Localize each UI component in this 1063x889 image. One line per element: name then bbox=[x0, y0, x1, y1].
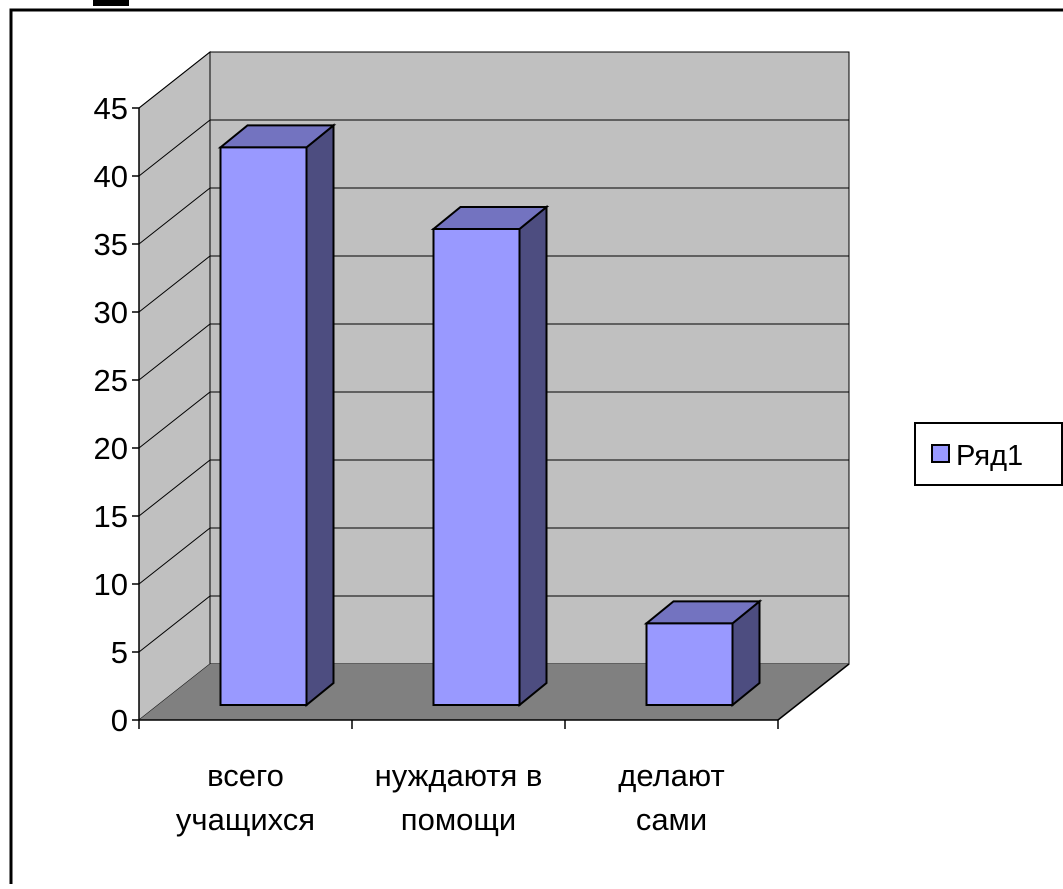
y-tick-label: 5 bbox=[111, 635, 128, 670]
y-tick-label: 10 bbox=[94, 567, 128, 602]
gridline bbox=[138, 187, 849, 245]
gridline bbox=[138, 527, 849, 585]
gridline bbox=[138, 391, 849, 449]
y-tick-label: 25 bbox=[94, 363, 128, 398]
legend-swatch bbox=[931, 444, 950, 463]
legend: Ряд1 bbox=[914, 422, 1063, 486]
y-tick-label: 40 bbox=[94, 159, 128, 194]
bar-front bbox=[219, 146, 308, 706]
side-wall bbox=[138, 50, 211, 722]
y-tick-label: 45 bbox=[94, 91, 128, 126]
floor-right-edge bbox=[777, 663, 850, 721]
x-axis: всего учащихся нуждаютя в помощи делают сами bbox=[138, 663, 850, 837]
bar-side bbox=[518, 204, 548, 708]
y-tick-label: 35 bbox=[94, 227, 128, 262]
gridline bbox=[138, 255, 849, 313]
gridline bbox=[138, 595, 849, 653]
x-category-label: всего учащихся bbox=[176, 758, 315, 837]
bar-front bbox=[432, 228, 521, 706]
y-tick-label: 20 bbox=[94, 431, 128, 466]
gridlines bbox=[138, 51, 849, 653]
y-tick-label: 30 bbox=[94, 295, 128, 330]
chart-border bbox=[9, 8, 1063, 889]
gridline bbox=[138, 459, 849, 517]
y-axis: 0 5 10 15 20 25 30 35 40 45 bbox=[94, 91, 140, 738]
legend-label: Ряд1 bbox=[956, 440, 1023, 472]
bar bbox=[643, 599, 763, 708]
bar-front bbox=[645, 622, 734, 707]
bar bbox=[217, 123, 337, 708]
y-tick-label: 0 bbox=[111, 703, 128, 738]
bar bbox=[430, 204, 550, 708]
gridline bbox=[138, 51, 849, 109]
x-category-label: нуждаютя в помощи bbox=[375, 758, 543, 837]
bar-side bbox=[305, 123, 335, 708]
y-tick-label: 15 bbox=[94, 499, 128, 534]
gridline bbox=[138, 119, 849, 177]
cropped-heading-fragment bbox=[93, 0, 129, 6]
bars bbox=[217, 123, 763, 708]
x-category-label: делают сами bbox=[618, 758, 724, 837]
gridline bbox=[138, 323, 849, 381]
